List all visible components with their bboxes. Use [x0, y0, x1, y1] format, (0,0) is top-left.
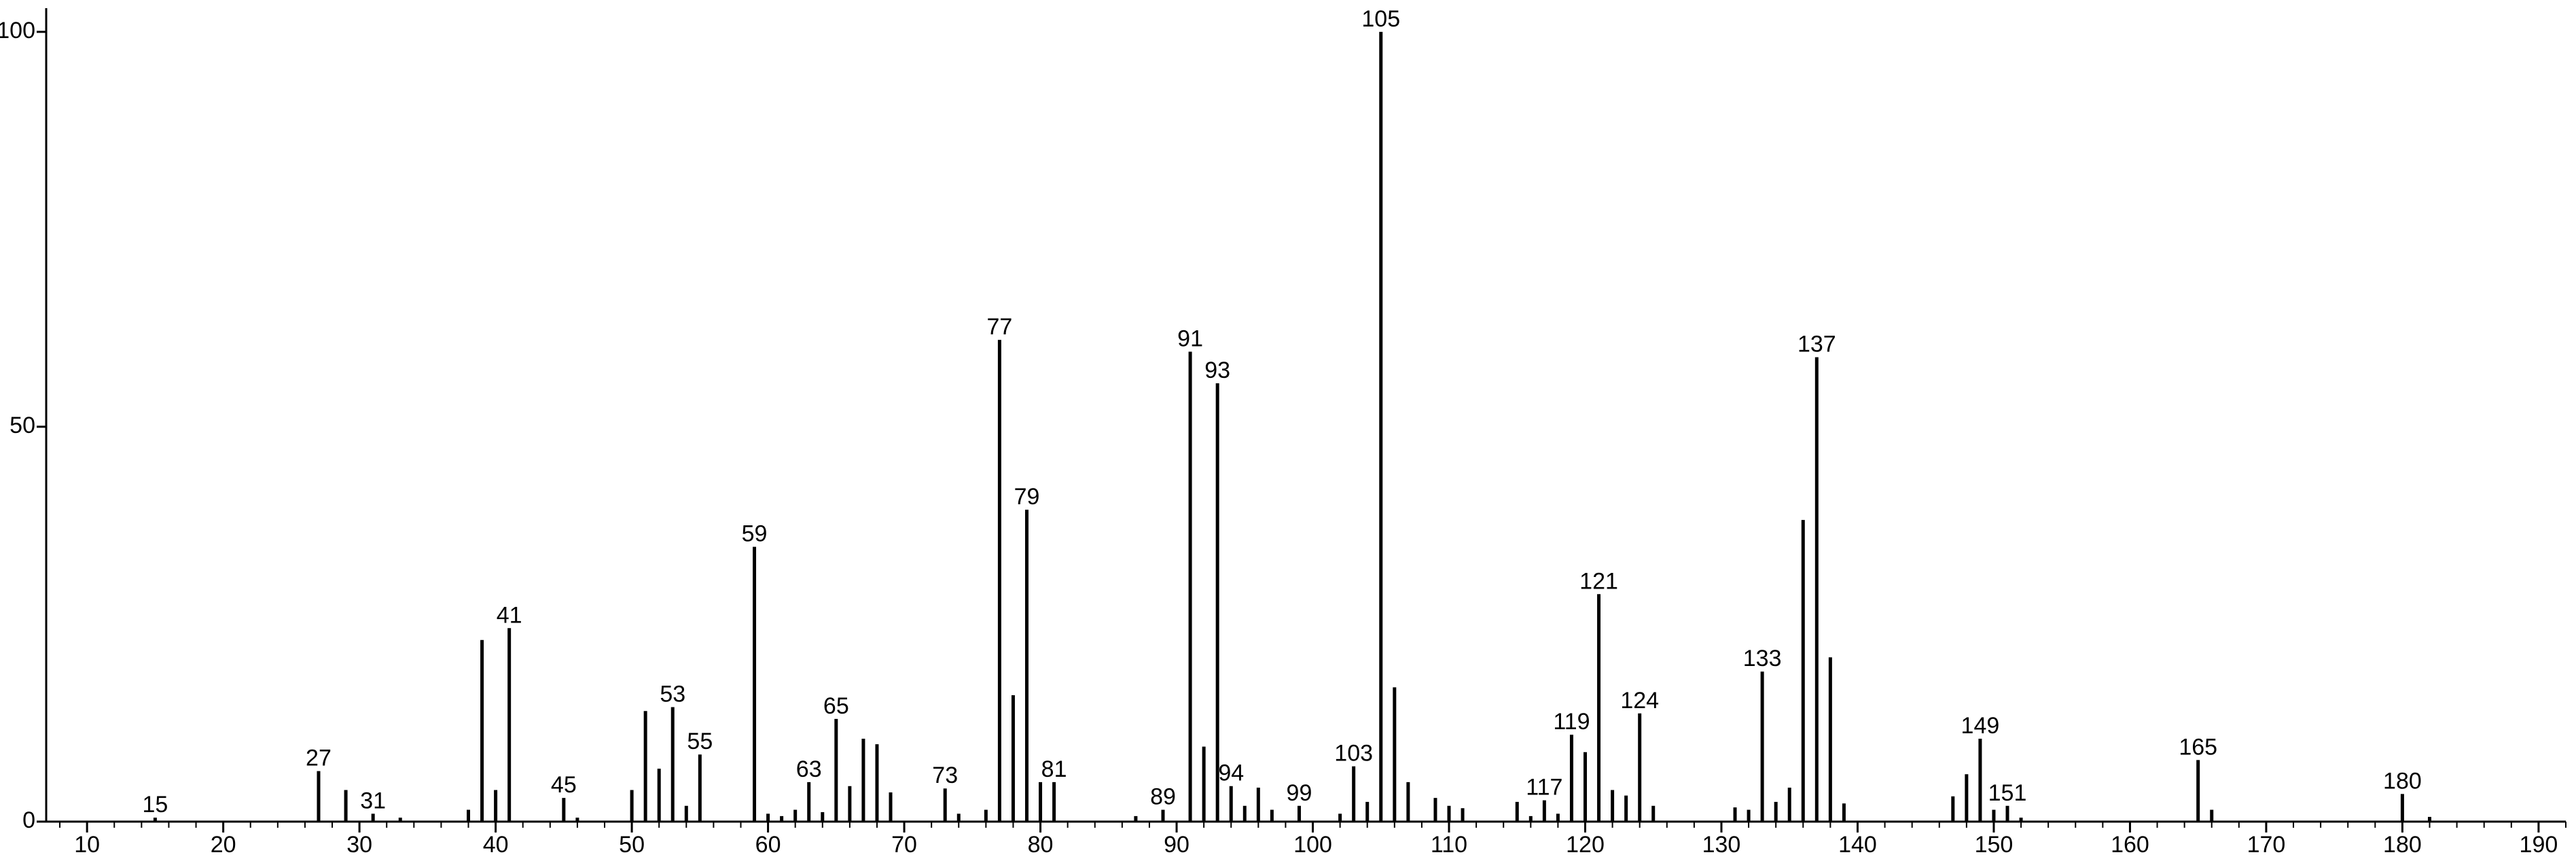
x-tick-label: 150 [1975, 832, 2014, 858]
peak-label: 91 [1177, 326, 1203, 352]
x-tick-label: 120 [1566, 832, 1605, 858]
x-tick-label: 50 [619, 832, 645, 858]
peak-label: 93 [1204, 357, 1230, 383]
peak-label: 99 [1287, 780, 1312, 806]
peak-label: 55 [687, 729, 713, 754]
peak-label: 59 [742, 521, 768, 547]
x-tick-label: 70 [891, 832, 917, 858]
peak-label: 119 [1553, 709, 1590, 735]
peak-label: 124 [1620, 688, 1659, 714]
x-tick-label: 160 [2111, 832, 2149, 858]
y-tick-label: 100 [0, 18, 35, 43]
x-tick-label: 170 [2247, 832, 2286, 858]
x-tick-label: 110 [1431, 832, 1467, 858]
peak-label: 94 [1218, 760, 1244, 786]
x-tick-label: 180 [2383, 832, 2422, 858]
peak-label: 151 [1988, 780, 2027, 806]
x-tick-label: 80 [1028, 832, 1054, 858]
peak-label: 73 [932, 762, 958, 788]
x-tick-label: 130 [1702, 832, 1741, 858]
peak-label: 77 [986, 314, 1012, 340]
x-tick-label: 60 [755, 832, 781, 858]
peak-label: 81 [1041, 756, 1067, 782]
x-tick-label: 20 [211, 832, 236, 858]
peak-label: 137 [1797, 332, 1836, 357]
peak-label: 15 [142, 792, 168, 818]
x-tick-label: 90 [1164, 832, 1189, 858]
y-tick-label: 50 [10, 413, 35, 438]
x-tick-label: 40 [483, 832, 509, 858]
peak-label: 65 [823, 693, 849, 719]
peak-label: 31 [360, 788, 386, 813]
peak-label: 105 [1361, 6, 1400, 32]
x-tick-label: 100 [1293, 832, 1332, 858]
peak-label: 103 [1334, 741, 1373, 767]
peak-label: 79 [1014, 484, 1040, 510]
peak-label: 133 [1743, 646, 1782, 671]
x-tick-label: 140 [1838, 832, 1877, 858]
peak-label: 89 [1150, 784, 1176, 810]
peak-label: 63 [796, 756, 822, 782]
peak-label: 165 [2179, 734, 2217, 760]
x-tick-label: 190 [2520, 832, 2558, 858]
peak-label: 149 [1961, 713, 2000, 739]
peak-label: 53 [660, 681, 685, 707]
peak-label: 27 [306, 746, 332, 771]
peak-label: 41 [497, 602, 522, 628]
x-tick-label: 10 [74, 832, 100, 858]
peak-label: 45 [551, 772, 577, 798]
peak-label: 117 [1526, 775, 1562, 801]
x-tick-label: 30 [346, 832, 372, 858]
y-tick-label: 0 [22, 807, 35, 833]
peak-label: 121 [1579, 568, 1618, 594]
peak-label: 180 [2383, 768, 2422, 794]
